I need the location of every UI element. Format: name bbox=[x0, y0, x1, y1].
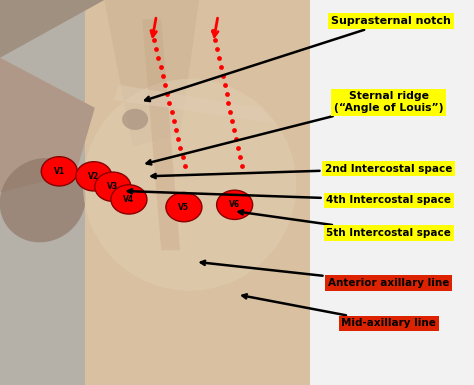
Text: V4: V4 bbox=[123, 195, 135, 204]
Ellipse shape bbox=[83, 79, 296, 291]
Text: V1: V1 bbox=[54, 167, 65, 176]
Point bbox=[236, 154, 244, 160]
FancyBboxPatch shape bbox=[85, 0, 313, 385]
Point bbox=[157, 64, 164, 70]
Text: Mid-axillary line: Mid-axillary line bbox=[243, 294, 436, 328]
Point bbox=[174, 136, 182, 142]
Text: 2nd Intercostal space: 2nd Intercostal space bbox=[152, 164, 452, 178]
Point bbox=[221, 82, 228, 88]
Point bbox=[168, 109, 175, 115]
Circle shape bbox=[95, 172, 131, 201]
Text: V2: V2 bbox=[88, 172, 100, 181]
Point bbox=[159, 73, 166, 79]
Point bbox=[217, 64, 225, 70]
Text: V3: V3 bbox=[107, 182, 118, 191]
Polygon shape bbox=[104, 0, 199, 146]
Point bbox=[230, 127, 238, 133]
Text: V6: V6 bbox=[229, 200, 240, 209]
Polygon shape bbox=[142, 19, 180, 250]
Text: Suprasternal notch: Suprasternal notch bbox=[145, 16, 451, 101]
Ellipse shape bbox=[128, 187, 142, 198]
Point bbox=[225, 100, 232, 106]
Point bbox=[210, 28, 217, 34]
Ellipse shape bbox=[122, 109, 148, 130]
Text: 4th Intercostal space: 4th Intercostal space bbox=[128, 189, 451, 205]
Circle shape bbox=[41, 157, 77, 186]
Point bbox=[179, 154, 186, 160]
Point bbox=[161, 82, 169, 88]
Point bbox=[228, 117, 236, 124]
Circle shape bbox=[166, 192, 202, 222]
Circle shape bbox=[76, 162, 112, 191]
Point bbox=[152, 46, 160, 52]
Point bbox=[215, 55, 223, 61]
Point bbox=[165, 100, 173, 106]
Polygon shape bbox=[0, 0, 104, 58]
Point bbox=[170, 117, 178, 124]
Point bbox=[148, 28, 155, 34]
Circle shape bbox=[111, 185, 147, 214]
Point bbox=[238, 162, 246, 169]
Point bbox=[150, 37, 158, 43]
Point bbox=[234, 144, 242, 151]
Point bbox=[172, 127, 180, 133]
Ellipse shape bbox=[0, 158, 86, 242]
Text: 5th Intercostal space: 5th Intercostal space bbox=[239, 210, 451, 238]
Text: V5: V5 bbox=[178, 203, 190, 212]
Point bbox=[219, 73, 227, 79]
Point bbox=[164, 90, 171, 97]
FancyBboxPatch shape bbox=[0, 0, 85, 385]
FancyBboxPatch shape bbox=[310, 0, 474, 385]
Point bbox=[181, 162, 189, 169]
Polygon shape bbox=[0, 58, 95, 192]
Circle shape bbox=[217, 190, 253, 219]
Point bbox=[211, 37, 219, 43]
Text: Sternal ridge
(“Angle of Louis”): Sternal ridge (“Angle of Louis”) bbox=[146, 91, 444, 164]
Point bbox=[155, 55, 162, 61]
Point bbox=[177, 144, 184, 151]
Point bbox=[223, 90, 230, 97]
Polygon shape bbox=[114, 85, 275, 123]
Point bbox=[232, 136, 240, 142]
Point bbox=[227, 109, 234, 115]
Point bbox=[213, 46, 221, 52]
Text: Anterior axillary line: Anterior axillary line bbox=[201, 261, 449, 288]
